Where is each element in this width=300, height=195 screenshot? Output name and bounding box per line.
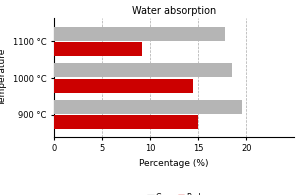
- X-axis label: Percentage (%): Percentage (%): [140, 159, 209, 168]
- Legend: Gray, Red: Gray, Red: [144, 190, 204, 195]
- Y-axis label: Temperature: Temperature: [0, 48, 7, 106]
- Bar: [54, 63, 232, 77]
- Bar: [54, 115, 198, 129]
- Bar: [54, 42, 142, 56]
- Title: Water absorption: Water absorption: [132, 5, 216, 16]
- Bar: [54, 79, 194, 93]
- Bar: [54, 27, 225, 41]
- Bar: [54, 100, 242, 114]
